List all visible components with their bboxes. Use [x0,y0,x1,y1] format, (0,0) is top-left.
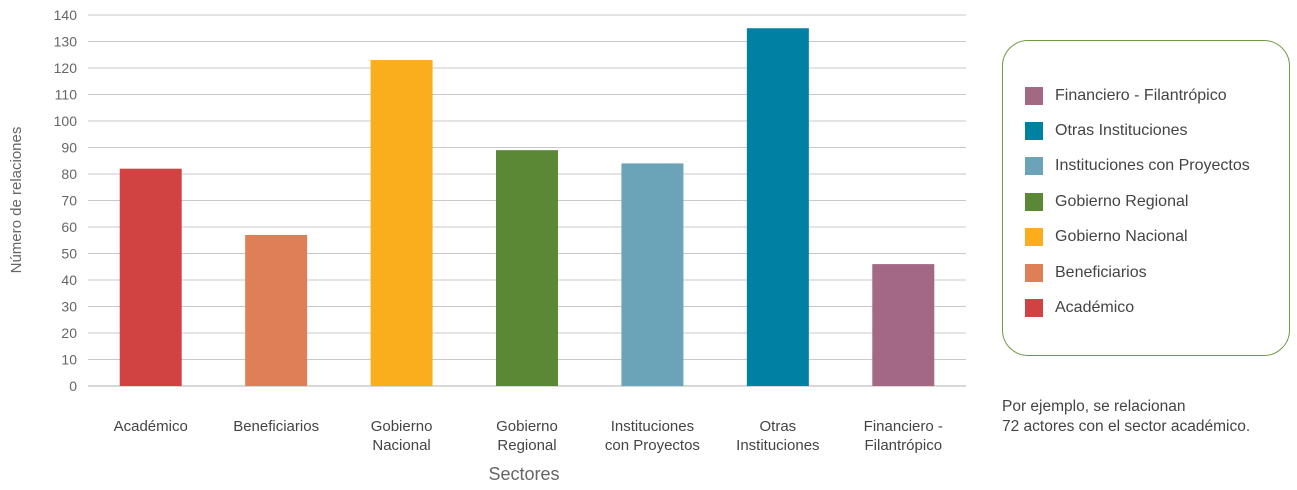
x-category-label: Gobierno Regional [496,418,558,454]
y-tick-label: 110 [55,87,78,103]
example-note-line-1: Por ejemplo, se relacionan [1002,398,1186,415]
y-tick-label: 90 [61,140,77,156]
bar [872,264,935,386]
y-tick-label: 30 [61,299,77,315]
bar [370,60,433,387]
legend-swatch [1025,86,1043,105]
x-axis-title: Sectores [488,464,559,484]
y-tick-label: 0 [69,378,77,394]
example-note-line-2: 72 actores con el sector académico. [1002,418,1251,435]
legend-item: Financiero - Filantrópico [1025,78,1250,113]
legend-swatch [1025,157,1043,176]
bar-chart: 0 10 20 30 40 50 60 70 80 90 100 110 120 130 140 Académ… [8,7,966,484]
x-category-label: Beneficiarios [233,418,319,435]
y-tick-label: 120 [54,60,78,76]
bar [119,168,182,386]
x-category-label: Académico [114,418,188,435]
legend-swatch [1025,299,1043,318]
legend-label: Académico [1055,299,1135,317]
legend-label: Gobierno Regional [1055,192,1189,210]
y-axis-title: Número de relaciones [8,127,25,274]
x-category-label: Otras Instituciones [736,418,819,454]
y-tick-label: 50 [61,246,77,262]
bar [245,234,308,386]
legend-item: Otras Instituciones [1025,113,1250,148]
legend-swatch [1025,122,1043,141]
legend-item: Académico [1025,290,1250,325]
legend-item: Beneficiarios [1025,255,1250,290]
y-tick-label: 20 [61,325,77,341]
y-tick-label: 100 [54,113,78,129]
bar [496,150,558,386]
legend-label: Otras Instituciones [1055,122,1188,140]
legend: Financiero - Filantrópico Otras Instituci… [1002,40,1290,356]
legend-label: Financiero - Filantrópico [1055,86,1227,104]
x-category-label: Gobierno Nacional [371,418,433,454]
y-tick-label: 40 [61,272,77,288]
legend-swatch [1025,228,1043,247]
y-tick-label: 10 [61,352,77,368]
y-tick-label: 70 [61,193,77,209]
x-category-label: Instituciones con Proyectos [605,418,700,454]
legend-item: Instituciones con Proyectos [1025,149,1250,184]
y-tick-label: 140 [54,7,78,23]
example-note: Por ejemplo, se relacionan 72 actores co… [1002,397,1294,437]
legend-label: Beneficiarios [1055,263,1147,281]
bar [621,163,684,386]
y-tick-label: 80 [61,166,77,182]
legend-swatch [1025,263,1043,282]
legend-item: Gobierno Nacional [1025,220,1250,255]
legend-item: Gobierno Regional [1025,184,1250,219]
legend-label: Instituciones con Proyectos [1055,157,1250,175]
y-tick-label: 60 [61,219,77,235]
bar [746,28,809,386]
legend-swatch [1025,192,1043,211]
legend-label: Gobierno Nacional [1055,228,1188,246]
x-category-label: Financiero -Filantrópico [864,418,943,454]
legend-list: Financiero - Filantrópico Otras Instituci… [1025,78,1250,326]
y-tick-label: 130 [54,34,78,50]
